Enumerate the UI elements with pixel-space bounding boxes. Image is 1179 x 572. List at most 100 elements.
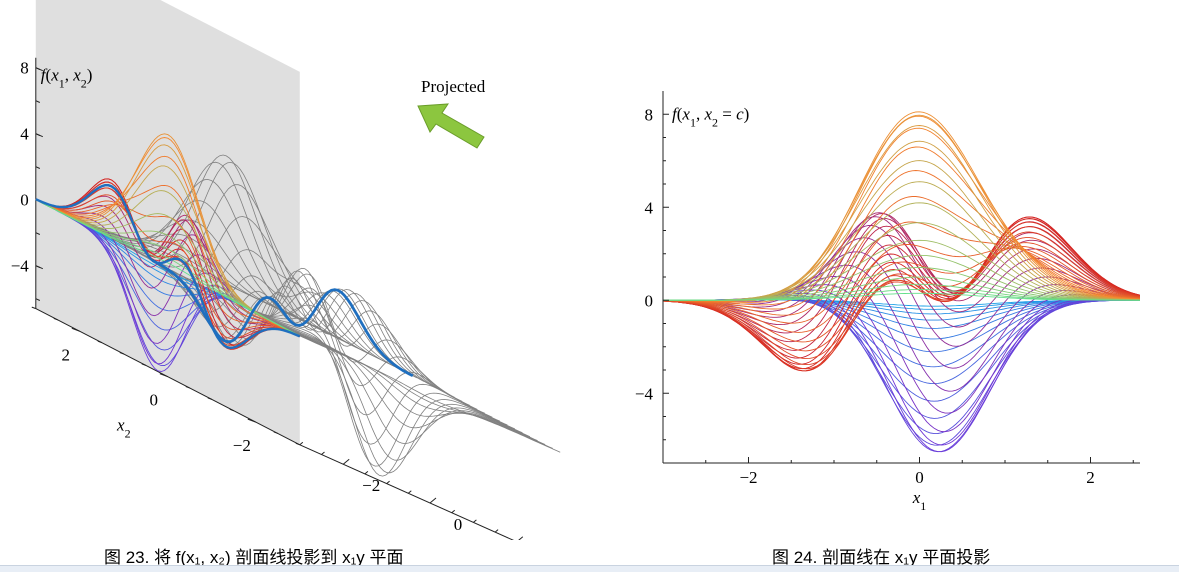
gray-profile-curve bbox=[156, 262, 418, 379]
gray-profile-curve bbox=[186, 270, 448, 394]
profile-curve bbox=[662, 225, 1140, 343]
profile-curve bbox=[662, 221, 1140, 372]
profile-curve bbox=[663, 251, 1140, 369]
highlighted-profiles bbox=[35, 184, 414, 378]
x2-tick-label: −2 bbox=[233, 436, 251, 455]
projected-arrow-icon bbox=[417, 103, 485, 149]
gray-profile-curve bbox=[194, 267, 455, 398]
x2-tick bbox=[229, 408, 234, 412]
y-tick-label: 4 bbox=[645, 198, 654, 217]
profile-curve bbox=[663, 127, 1140, 303]
profile-curve bbox=[663, 289, 1140, 446]
x2-tick bbox=[185, 386, 190, 389]
profile-curve bbox=[663, 146, 1140, 306]
window-bottom-edge bbox=[0, 565, 1179, 572]
x2-tick bbox=[31, 306, 36, 310]
z-axis-label: f(x1, x2) bbox=[41, 65, 93, 90]
z-minor-tick bbox=[35, 232, 41, 235]
gray-profile-curve bbox=[133, 250, 395, 367]
x2-tick bbox=[53, 317, 58, 321]
x1-tick bbox=[429, 497, 437, 504]
x1-tick bbox=[473, 519, 477, 523]
gray-profile-curve bbox=[231, 300, 493, 467]
x2-tick bbox=[159, 373, 168, 378]
x2-tick bbox=[119, 352, 124, 355]
x2-tick bbox=[97, 340, 102, 344]
profile-curve bbox=[662, 242, 1140, 352]
x2-tick bbox=[71, 327, 80, 332]
figure-24-caption: 图 24. 剖面线在 x₁y 平面投影 bbox=[772, 548, 991, 567]
y-tick-label: 0 bbox=[645, 291, 654, 310]
gray-profile-curve bbox=[269, 319, 531, 438]
x-axis-label: x1 bbox=[912, 488, 927, 513]
z-tick-label: 0 bbox=[20, 191, 29, 210]
projected-label: Projected bbox=[421, 77, 486, 96]
gray-profile-curve bbox=[299, 335, 561, 453]
gray-profile-curve bbox=[246, 308, 508, 474]
x-tick-label: 2 bbox=[1086, 468, 1095, 487]
gray-profile-curve bbox=[171, 269, 433, 386]
gray-profile-curve bbox=[277, 323, 538, 441]
z-tick-label: 4 bbox=[20, 125, 29, 144]
profile-curve bbox=[663, 115, 1140, 302]
profile-curve bbox=[663, 114, 1140, 301]
z-minor-tick bbox=[35, 100, 41, 103]
gray-profile-curve bbox=[261, 316, 523, 445]
z-minor-tick bbox=[35, 265, 41, 268]
x1-tick bbox=[518, 536, 524, 540]
x2-tick bbox=[273, 431, 278, 434]
gray-profile-curve bbox=[292, 331, 553, 449]
x-tick-label: 0 bbox=[915, 468, 924, 487]
profile-curve bbox=[663, 111, 1140, 302]
profile-curve bbox=[662, 231, 1140, 366]
x2-tick bbox=[295, 442, 300, 446]
y-axis-label: f(x1, x2 = c) bbox=[672, 104, 749, 129]
x1-tick bbox=[386, 480, 390, 484]
projected-profile-curve bbox=[35, 184, 301, 337]
projected-profile-curve bbox=[35, 178, 300, 350]
projected-profile-curve bbox=[35, 199, 300, 337]
figure-23-caption: 图 23. 将 f(x₁, x₂) 剖面线投影到 x₁y 平面 bbox=[104, 548, 404, 567]
profile-curve bbox=[663, 264, 1140, 392]
z-tick-label: 8 bbox=[20, 59, 29, 78]
x2-tick-label: 2 bbox=[62, 345, 71, 364]
x2-tick bbox=[247, 418, 256, 423]
profile-curve bbox=[662, 243, 1140, 333]
y-tick-label: 8 bbox=[645, 105, 654, 124]
z-minor-tick bbox=[35, 67, 41, 70]
axes-3d bbox=[31, 57, 524, 540]
x2-tick-label: 0 bbox=[150, 391, 159, 410]
profile-curve bbox=[663, 292, 1140, 301]
profile-curve bbox=[662, 218, 1140, 334]
projected-profile-curve bbox=[35, 198, 300, 337]
x2-axis-label: x2 bbox=[116, 416, 131, 441]
projected-profile-curve bbox=[35, 194, 300, 340]
z-tick-label: −4 bbox=[11, 257, 30, 276]
profile-curve bbox=[662, 246, 1140, 343]
x2-tick bbox=[141, 363, 146, 366]
x2-tick bbox=[207, 397, 212, 400]
x1-tick bbox=[299, 441, 304, 446]
axis-labels: −4 0 4 8 −2 0 2 f(x1, x2 = c) x1 bbox=[635, 104, 1095, 513]
x1-tick-label: −2 bbox=[362, 476, 380, 495]
gray-profile-curve bbox=[284, 327, 546, 445]
y-tick-label: −4 bbox=[635, 384, 654, 403]
axes-2d bbox=[662, 91, 1140, 464]
x1-tick bbox=[364, 471, 369, 475]
x1-tick bbox=[342, 458, 350, 465]
gray-profile-curve bbox=[254, 312, 516, 461]
x-tick-label: −2 bbox=[739, 468, 757, 487]
z-minor-tick bbox=[35, 166, 41, 169]
projected-profile-curve bbox=[35, 155, 301, 337]
highlighted-projected-curve bbox=[35, 184, 301, 350]
projection-plot: −4 0 4 8 −2 0 2 f(x1, x2 = c) x1 bbox=[635, 91, 1140, 513]
projected-profile-curve bbox=[35, 199, 301, 337]
x1-tick bbox=[321, 451, 325, 455]
x1-tick bbox=[494, 529, 499, 533]
profile-curve bbox=[663, 170, 1140, 310]
profile-curve bbox=[662, 196, 1140, 316]
projected-profile-curve bbox=[35, 137, 301, 337]
gray-profile-curve bbox=[239, 304, 501, 477]
